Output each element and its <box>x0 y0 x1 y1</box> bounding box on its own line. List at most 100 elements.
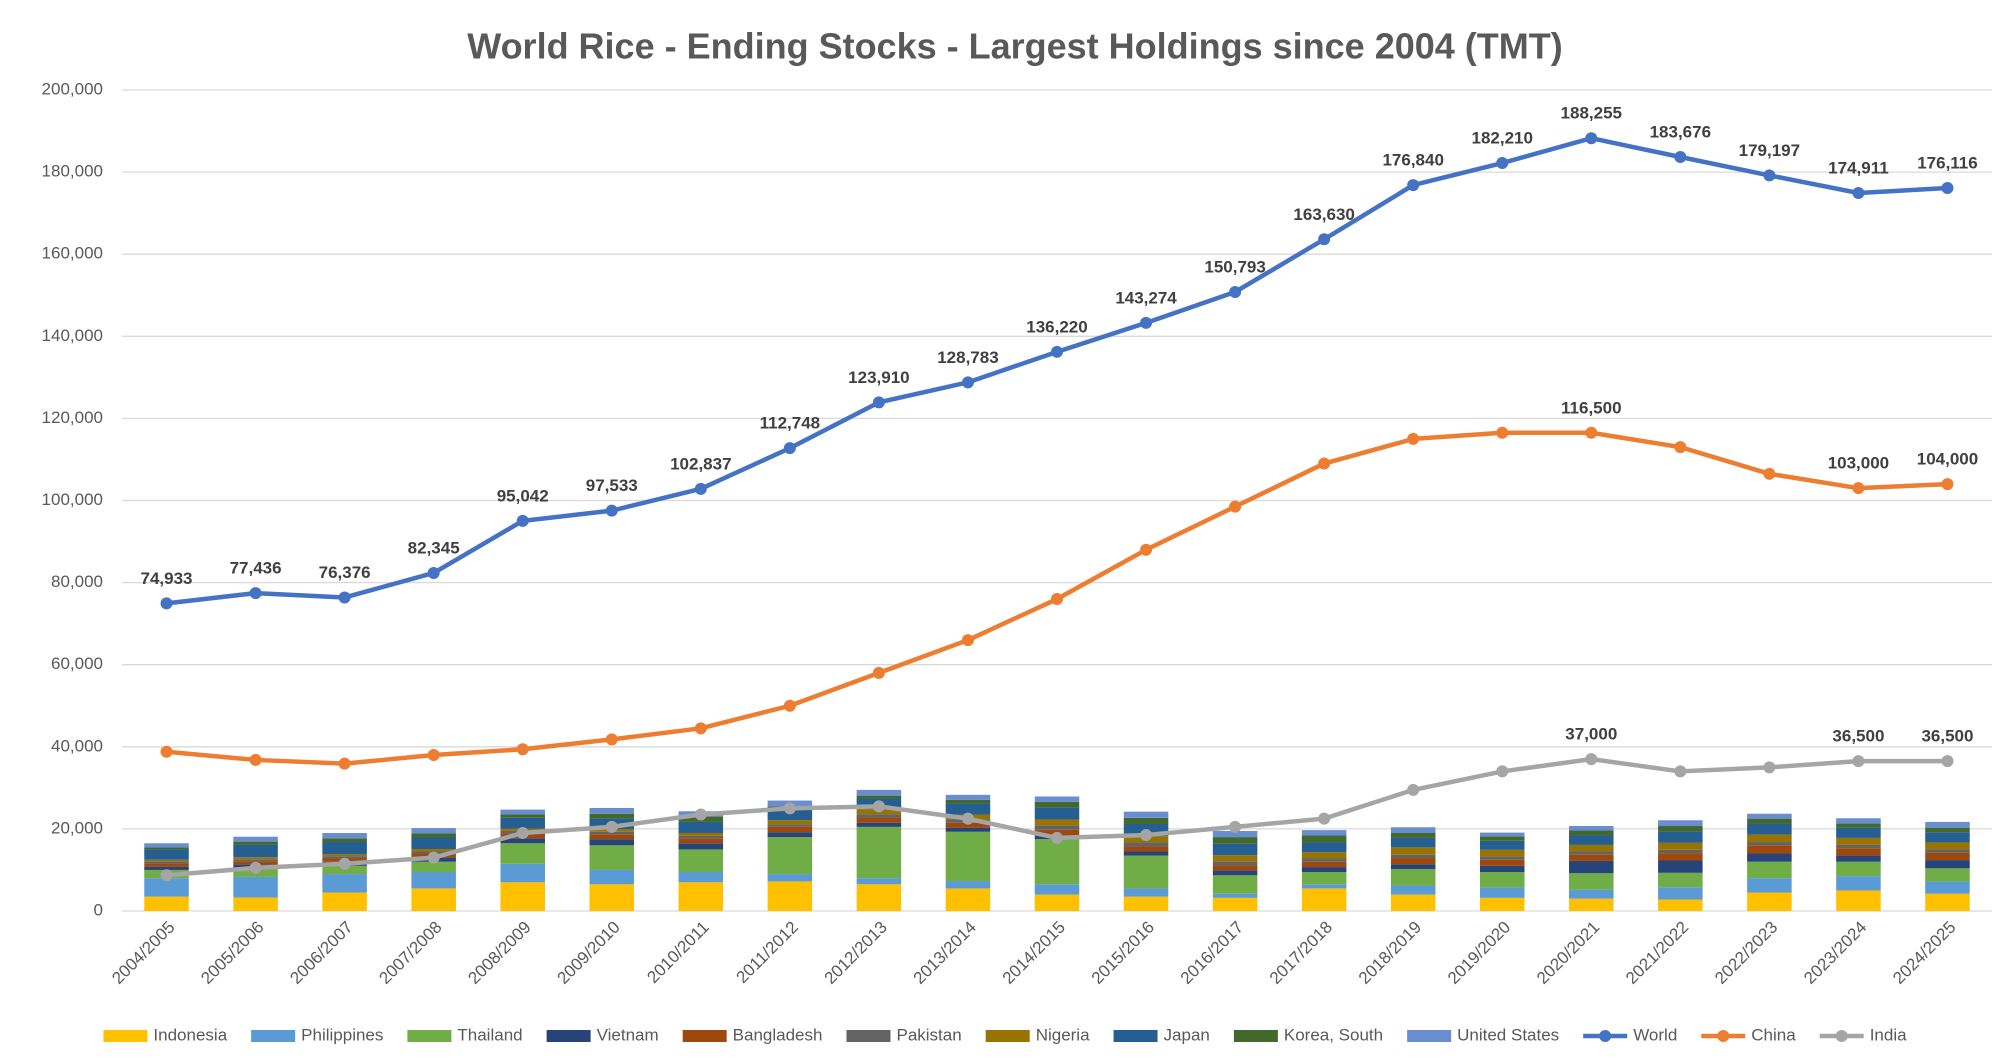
bar-segment <box>1301 867 1347 873</box>
data-label: 128,783 <box>937 348 998 367</box>
line-marker <box>1229 285 1242 298</box>
line-marker <box>1407 179 1420 192</box>
bar-segment <box>678 838 724 844</box>
bar-segment <box>1301 861 1347 868</box>
line-marker <box>427 749 440 762</box>
bar-segment <box>1836 844 1881 849</box>
bar-segment <box>1212 865 1258 871</box>
legend-item: China <box>1701 1025 1796 1044</box>
bar-segment <box>1836 861 1881 877</box>
legend-label: Philippines <box>301 1025 383 1044</box>
bar-segment <box>1569 873 1614 890</box>
line-marker <box>1941 182 1954 195</box>
line-marker <box>783 442 796 455</box>
bar-segment <box>1390 837 1436 848</box>
legend-item: United States <box>1407 1025 1559 1044</box>
legend-label: Bangladesh <box>733 1025 823 1044</box>
bar-segment <box>411 849 456 852</box>
line-marker <box>1140 829 1153 842</box>
bar-segment <box>1301 888 1347 911</box>
bar-segment <box>1123 811 1169 818</box>
bar-segment <box>945 799 991 804</box>
bar-segment <box>1925 842 1970 850</box>
bar-segment <box>1301 884 1347 889</box>
bar-segment <box>1123 851 1169 856</box>
bar-segment <box>1212 837 1258 844</box>
bar-segment <box>144 878 189 897</box>
line-marker <box>1674 441 1687 454</box>
line-marker <box>872 396 885 409</box>
bar-segment <box>1925 852 1970 861</box>
bar-segment <box>1569 860 1614 874</box>
bar-segment <box>589 884 635 911</box>
y-tick-label: 100,000 <box>42 490 103 509</box>
bar-segment <box>945 831 991 882</box>
bar-segment <box>322 892 367 911</box>
bar-segment <box>1569 826 1614 831</box>
bar-segment <box>322 865 367 875</box>
legend-label: Vietnam <box>597 1025 659 1044</box>
bar-segment <box>1123 842 1169 847</box>
bar-segment <box>144 847 189 850</box>
bar-segment <box>1123 846 1169 852</box>
bar-segment <box>589 831 635 835</box>
bar-segment <box>1658 826 1703 832</box>
data-label: 143,274 <box>1115 288 1177 307</box>
bar-segment <box>1747 878 1792 893</box>
bar-segment <box>1747 853 1792 862</box>
bar-segment <box>1034 825 1080 830</box>
bar-segment <box>856 826 902 879</box>
bar-segment <box>1390 885 1436 895</box>
bar-segment <box>1390 864 1436 870</box>
bar-segment <box>589 839 635 846</box>
data-label: 176,116 <box>1917 154 1978 173</box>
legend-item: Philippines <box>251 1025 383 1044</box>
y-tick-label: 200,000 <box>42 79 103 98</box>
y-tick-label: 0 <box>94 900 103 919</box>
legend-swatch <box>985 1030 1030 1042</box>
bar-segment <box>1479 856 1525 860</box>
line-marker <box>1763 467 1776 480</box>
legend-item: World <box>1583 1025 1677 1044</box>
legend-swatch <box>407 1030 452 1042</box>
bar-segment <box>767 832 813 838</box>
bar-segment <box>678 835 724 839</box>
legend-item: Japan <box>1113 1025 1210 1044</box>
bar-segment <box>1836 848 1881 856</box>
bar-segment <box>856 789 902 796</box>
bar-segment <box>1658 831 1703 843</box>
bar-segment <box>233 844 278 858</box>
bar-segment <box>144 859 189 862</box>
line-marker <box>338 591 351 604</box>
bar-segment <box>233 859 278 862</box>
legend-label: Japan <box>1164 1025 1210 1044</box>
bar-segment <box>1925 827 1970 833</box>
bar-segment <box>1925 868 1970 882</box>
bar-segment <box>1658 820 1703 827</box>
bar-segment <box>144 866 189 870</box>
legend-label: Pakistan <box>896 1025 961 1044</box>
line-marker <box>1229 500 1242 513</box>
bar-segment <box>1034 796 1080 802</box>
bar-segment <box>1479 840 1525 850</box>
bar-segment <box>767 809 813 821</box>
bar-segment <box>1479 887 1525 898</box>
bar-segment <box>856 822 902 827</box>
legend-swatch <box>1233 1030 1278 1042</box>
bar-segment <box>233 876 278 898</box>
line-marker <box>1852 186 1865 199</box>
line-marker <box>427 566 440 579</box>
data-label: 112,748 <box>760 414 821 433</box>
legend-swatch <box>1407 1030 1452 1042</box>
legend-swatch <box>546 1030 591 1042</box>
bar-segment <box>500 817 545 829</box>
bar-segment <box>1390 894 1436 911</box>
bar-segment <box>144 849 189 860</box>
bar-segment <box>1123 896 1169 911</box>
bar-segment <box>411 861 456 873</box>
legend-item: Indonesia <box>103 1025 228 1044</box>
bar-segment <box>1925 860 1970 869</box>
bar-segment <box>1747 823 1792 835</box>
bar-segment <box>144 896 189 911</box>
